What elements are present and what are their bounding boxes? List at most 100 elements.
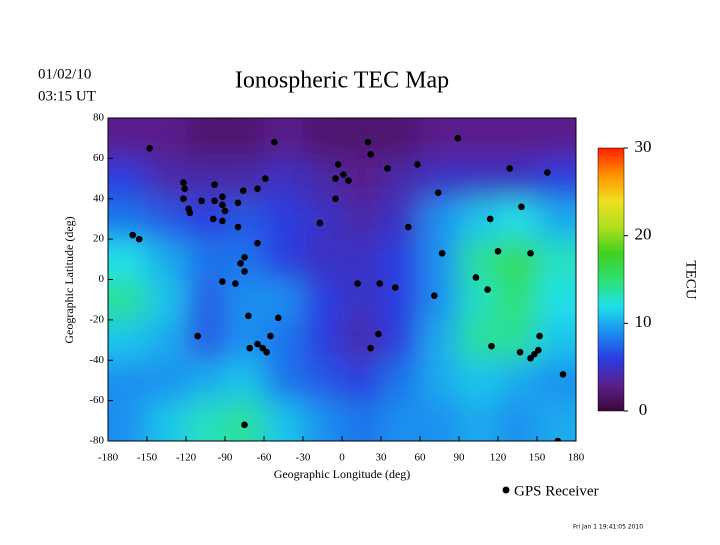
tec-cell xyxy=(381,118,421,159)
tec-cell xyxy=(498,400,538,441)
tec-cell xyxy=(381,319,421,361)
tec-cell xyxy=(225,279,265,321)
tec-cell xyxy=(381,279,421,321)
gps-receiver xyxy=(275,314,282,322)
tec-cell xyxy=(108,158,148,200)
tec-cell xyxy=(147,118,187,159)
tec-cell xyxy=(498,158,538,200)
gps-receiver xyxy=(241,253,248,261)
tec-cell xyxy=(420,400,460,441)
gps-receiver xyxy=(536,332,543,340)
x-tick-label: 180 xyxy=(568,452,585,464)
tec-cell xyxy=(186,400,226,441)
timestamp: Fri Jan 1 19:41:05 2010 xyxy=(573,524,643,531)
tec-cell xyxy=(186,198,226,240)
tec-cell xyxy=(147,158,187,200)
y-axis-label: Geographic Latitude (deg) xyxy=(62,216,76,343)
gps-receiver xyxy=(535,346,542,354)
tec-cell xyxy=(108,400,148,441)
plot-frame xyxy=(107,117,577,442)
x-tick-label: 60 xyxy=(415,452,427,464)
tec-cell xyxy=(264,400,304,441)
tec-cell xyxy=(537,319,576,361)
gps-receiver xyxy=(146,144,153,152)
tec-field xyxy=(108,118,576,441)
gps-receiver xyxy=(375,330,382,338)
x-tick-label: 120 xyxy=(490,452,507,464)
tec-cell xyxy=(537,239,576,280)
tec-cell xyxy=(459,279,499,321)
gps-receiver xyxy=(316,219,324,227)
gps-receiver xyxy=(438,249,446,257)
tec-cell xyxy=(186,279,226,321)
gps-receiver xyxy=(219,278,226,285)
gps-receiver xyxy=(484,286,491,293)
gps-receiver xyxy=(262,175,269,182)
tec-cell xyxy=(303,239,343,280)
time: 03:15 UT xyxy=(38,88,96,104)
tec-cell xyxy=(147,198,187,240)
tec-cell xyxy=(459,319,499,361)
tec-cell xyxy=(186,239,226,280)
colorbar-tick-label: 10 xyxy=(635,312,652,331)
tec-cell xyxy=(342,360,382,402)
tec-cell xyxy=(186,360,226,402)
tec-cell xyxy=(303,360,343,402)
tec-cell xyxy=(459,158,499,200)
tec-cell xyxy=(108,239,148,280)
gps-receiver xyxy=(376,280,384,287)
tec-cell xyxy=(342,198,382,240)
tec-cell xyxy=(264,158,304,200)
gps-receiver xyxy=(254,185,261,192)
tec-cell xyxy=(147,239,187,280)
tec-cell xyxy=(303,400,343,441)
gps-receiver xyxy=(246,344,253,352)
tec-cell xyxy=(147,360,187,402)
date: 01/02/10 xyxy=(38,66,91,82)
legend-label: GPS Receiver xyxy=(514,483,599,499)
tec-cell xyxy=(225,360,265,402)
gps-receiver xyxy=(472,274,480,281)
gps-receiver xyxy=(544,169,551,176)
gps-receiver xyxy=(332,195,339,203)
tec-cell xyxy=(303,198,343,240)
x-axis-label: Geographic Longitude (deg) xyxy=(274,467,411,481)
gps-receiver xyxy=(211,181,218,188)
tec-cell xyxy=(459,400,499,441)
tec-cell xyxy=(459,118,499,159)
gps-receiver xyxy=(221,207,229,215)
y-tick-label: 20 xyxy=(93,233,105,245)
gps-receiver xyxy=(180,179,187,186)
tec-cell xyxy=(186,118,226,159)
gps-receiver xyxy=(219,217,226,225)
gps-receiver xyxy=(345,177,352,184)
tec-cell xyxy=(225,400,265,441)
gps-receiver xyxy=(384,165,391,172)
tec-cell xyxy=(420,360,460,402)
tec-cell xyxy=(498,118,538,159)
x-tick-label: -150 xyxy=(137,452,158,464)
tec-cell xyxy=(225,319,265,361)
gps-receiver xyxy=(267,332,274,340)
colorbar xyxy=(597,147,625,412)
colorbar-tick-label: 0 xyxy=(639,400,648,419)
tec-cell xyxy=(108,319,148,361)
y-tick-label: -80 xyxy=(89,435,104,447)
gps-receiver xyxy=(135,235,143,243)
y-tick-label: 60 xyxy=(93,152,105,164)
x-tick-label: -90 xyxy=(218,452,233,464)
gps-receiver xyxy=(241,421,248,429)
gps-receiver xyxy=(211,197,218,205)
gps-receiver xyxy=(494,247,502,255)
y-tick-label: -40 xyxy=(89,354,104,366)
gps-receiver xyxy=(210,215,217,223)
tec-cell xyxy=(420,198,460,240)
gps-receiver xyxy=(194,332,201,340)
tec-cell xyxy=(147,319,187,361)
tec-cell xyxy=(186,158,226,200)
gps-receiver xyxy=(234,199,242,207)
tec-cell xyxy=(420,118,460,159)
gps-receiver xyxy=(414,161,421,168)
colorbar-label: TECU xyxy=(683,260,699,299)
